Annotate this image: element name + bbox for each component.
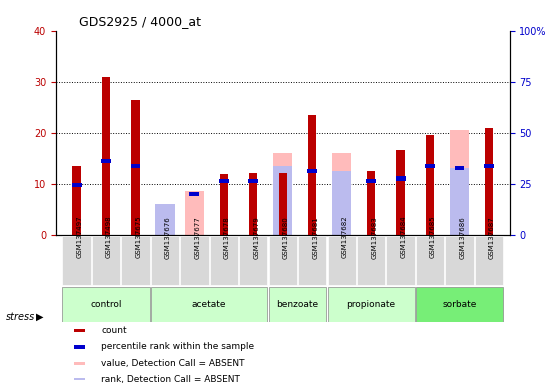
Bar: [396, 177, 405, 180]
FancyBboxPatch shape: [63, 287, 150, 322]
Bar: [396, 151, 405, 235]
Bar: [74, 345, 86, 349]
Text: rank, Detection Call = ABSENT: rank, Detection Call = ABSENT: [101, 375, 240, 384]
Text: GSM137679: GSM137679: [253, 216, 259, 258]
FancyBboxPatch shape: [445, 236, 474, 285]
Bar: [308, 115, 316, 235]
FancyBboxPatch shape: [239, 236, 268, 285]
FancyBboxPatch shape: [269, 287, 326, 322]
Text: GSM137675: GSM137675: [136, 216, 142, 258]
Bar: [332, 171, 351, 235]
Text: GSM137676: GSM137676: [165, 216, 171, 258]
Text: control: control: [90, 300, 122, 309]
Text: GSM137498: GSM137498: [106, 216, 112, 258]
Text: GSM137678: GSM137678: [224, 216, 230, 258]
FancyBboxPatch shape: [328, 287, 415, 322]
Bar: [249, 179, 258, 183]
Text: GSM137677: GSM137677: [194, 216, 200, 258]
FancyBboxPatch shape: [328, 236, 356, 285]
Bar: [367, 171, 375, 235]
FancyBboxPatch shape: [298, 236, 326, 285]
Bar: [450, 130, 469, 235]
Bar: [74, 378, 86, 381]
Text: percentile rank within the sample: percentile rank within the sample: [101, 343, 254, 351]
FancyBboxPatch shape: [210, 236, 238, 285]
Bar: [189, 192, 199, 196]
FancyBboxPatch shape: [269, 236, 297, 285]
FancyBboxPatch shape: [386, 236, 415, 285]
FancyBboxPatch shape: [122, 236, 150, 285]
Bar: [102, 76, 110, 235]
Bar: [72, 166, 81, 235]
FancyBboxPatch shape: [63, 236, 91, 285]
Bar: [425, 164, 435, 168]
Text: stress: stress: [6, 312, 35, 322]
Bar: [366, 179, 376, 183]
Bar: [101, 159, 111, 163]
FancyBboxPatch shape: [151, 287, 268, 322]
Text: GSM137684: GSM137684: [400, 216, 407, 258]
Bar: [130, 164, 141, 168]
Bar: [156, 204, 175, 235]
Text: GSM137686: GSM137686: [460, 216, 465, 258]
Bar: [307, 169, 317, 173]
Text: GSM137680: GSM137680: [283, 216, 289, 258]
Text: GSM137685: GSM137685: [430, 216, 436, 258]
Text: GSM137687: GSM137687: [489, 216, 495, 258]
FancyBboxPatch shape: [357, 236, 385, 285]
Bar: [455, 166, 464, 170]
Text: value, Detection Call = ABSENT: value, Detection Call = ABSENT: [101, 359, 245, 368]
Bar: [279, 174, 287, 235]
FancyBboxPatch shape: [475, 236, 503, 285]
Bar: [220, 174, 228, 235]
Text: GSM137681: GSM137681: [312, 216, 318, 258]
Bar: [72, 182, 82, 187]
FancyBboxPatch shape: [92, 236, 120, 285]
Bar: [484, 164, 494, 168]
Text: propionate: propionate: [347, 300, 396, 309]
Text: benzoate: benzoate: [277, 300, 319, 309]
Bar: [74, 329, 86, 333]
FancyBboxPatch shape: [180, 236, 208, 285]
Bar: [485, 127, 493, 235]
Text: count: count: [101, 326, 127, 335]
Text: GSM137682: GSM137682: [342, 216, 348, 258]
Text: GDS2925 / 4000_at: GDS2925 / 4000_at: [78, 15, 200, 28]
Text: GSM137683: GSM137683: [371, 216, 377, 258]
Bar: [74, 361, 86, 365]
Bar: [185, 191, 204, 235]
Bar: [249, 174, 258, 235]
FancyBboxPatch shape: [416, 236, 444, 285]
FancyBboxPatch shape: [151, 236, 179, 285]
Bar: [132, 99, 139, 235]
Bar: [219, 179, 229, 183]
Bar: [273, 166, 292, 235]
Text: ▶: ▶: [36, 312, 44, 322]
Bar: [426, 135, 434, 235]
Text: sorbate: sorbate: [442, 300, 477, 309]
FancyBboxPatch shape: [416, 287, 503, 322]
Bar: [156, 222, 175, 235]
Bar: [273, 153, 292, 235]
Bar: [332, 153, 351, 235]
Text: GSM137497: GSM137497: [77, 216, 83, 258]
Bar: [450, 168, 469, 235]
Text: acetate: acetate: [192, 300, 226, 309]
